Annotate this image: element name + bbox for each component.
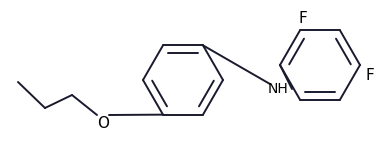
Text: F: F <box>299 11 307 26</box>
Text: F: F <box>366 68 374 83</box>
Text: O: O <box>97 115 109 131</box>
Text: NH: NH <box>267 82 289 96</box>
